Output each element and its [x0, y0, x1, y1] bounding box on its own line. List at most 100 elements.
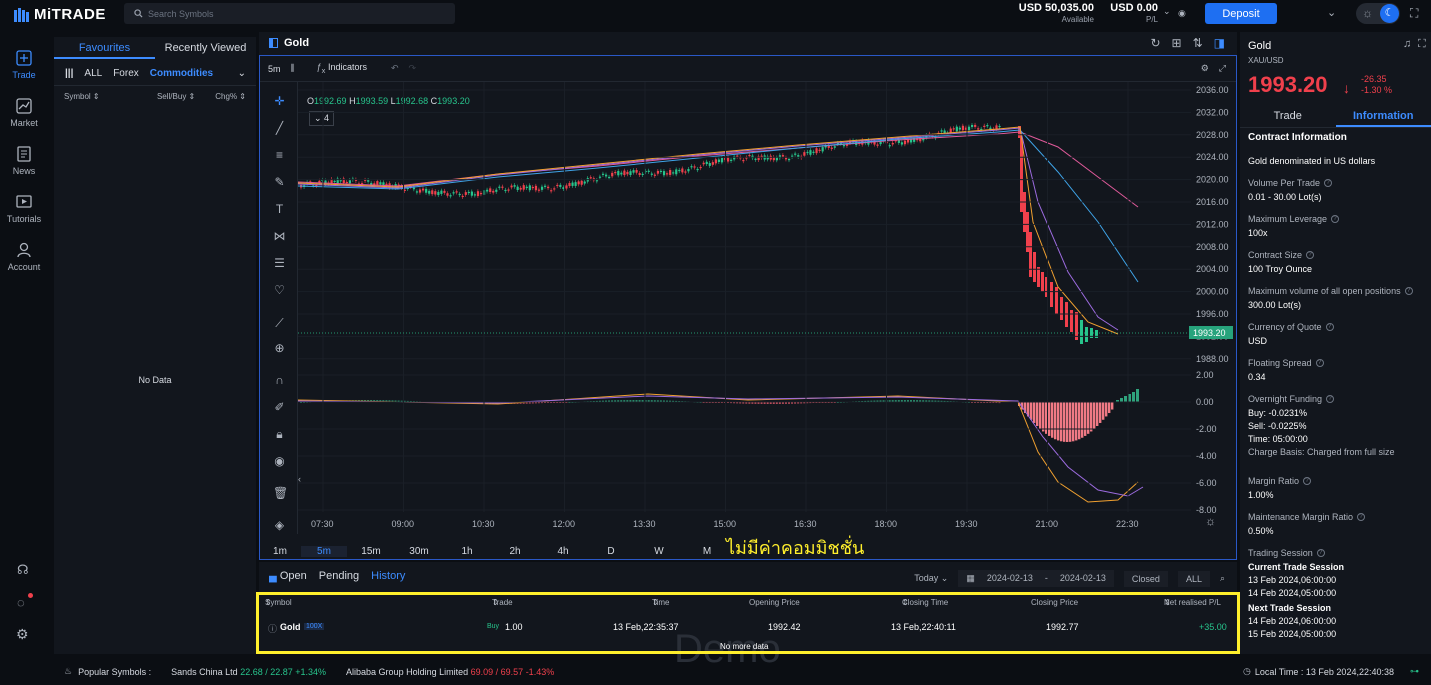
theme-toggle[interactable]: ☼ ☾ [1356, 3, 1400, 24]
tab-trade[interactable]: Trade [1273, 110, 1302, 122]
filter-commodities[interactable]: Commodities [149, 67, 214, 79]
tab-recently-viewed[interactable]: Recently Viewed [164, 42, 247, 54]
date-range-picker[interactable]: ▦ 2024-02-13 - 2024-02-13 [958, 570, 1114, 587]
fullscreen-icon[interactable]: ⛶ [1410, 6, 1419, 20]
chevron-down-icon[interactable]: ⌄ [237, 67, 246, 79]
chart-header: Gold [269, 37, 309, 49]
timeframe-1m[interactable]: 1m [273, 545, 287, 557]
ruler-icon[interactable]: ⟋ [275, 316, 284, 330]
chart-fullscreen-icon[interactable]: ⤢ [1218, 63, 1226, 73]
undo-icon[interactable]: ↶ [390, 63, 399, 73]
help-icon[interactable]: ? [1404, 287, 1413, 295]
order-search-icon[interactable]: ⌕ [1219, 573, 1225, 583]
search-input[interactable]: Search Symbols [124, 3, 455, 24]
tab-history[interactable]: History [371, 570, 406, 582]
timeframe-W[interactable]: W [654, 545, 664, 557]
help-icon[interactable]: ? [1324, 179, 1333, 187]
timeframe-M[interactable]: M [702, 545, 712, 557]
period-select[interactable]: Today ⌄ [914, 573, 949, 583]
macd-bar [1027, 402, 1030, 417]
magnet-icon[interactable]: ∩ [275, 373, 284, 387]
ticker-item[interactable]: Sands China Ltd 22.68 / 22.87 +1.34% [171, 667, 326, 677]
eye-icon[interactable]: ◉ [1178, 8, 1186, 18]
prediction-icon[interactable]: ☰ [274, 256, 285, 270]
chat-icon[interactable]: ◌ [17, 595, 25, 610]
tab-pending[interactable]: Pending [318, 570, 360, 582]
info-icon[interactable]: ⓘ [268, 624, 278, 634]
nav-account[interactable]: Account [0, 242, 48, 272]
tab-information[interactable]: Information [1335, 110, 1431, 127]
lock-drawing-icon[interactable]: ✐ [274, 400, 285, 414]
col-symbol[interactable]: Symbol ⇕ [265, 598, 292, 607]
chart-options-icon[interactable]: ☼ [1205, 514, 1216, 528]
crosshair-icon[interactable]: ✛ [274, 94, 285, 108]
eye-visibility-icon[interactable]: ◉ [274, 454, 285, 468]
help-icon[interactable]: ? [1331, 215, 1340, 223]
pattern-icon[interactable]: ⋈ [273, 229, 286, 243]
settings-gear-icon[interactable]: ⚙ [16, 626, 29, 642]
collapse-toolbar-icon[interactable]: ‹ [298, 474, 301, 484]
timeframe-4h[interactable]: 4h [557, 545, 569, 557]
interval-selector[interactable]: 5m [268, 63, 281, 74]
brush-icon[interactable]: ✎ [274, 175, 285, 189]
support-icon[interactable]: ☊ [17, 562, 29, 577]
indicator-legend-toggle[interactable]: ⌄ 4 [309, 111, 335, 126]
help-icon[interactable]: ? [1303, 477, 1312, 485]
panel-toggle-icon[interactable]: ◨ [1213, 36, 1225, 50]
scope-select[interactable]: ALL [1177, 570, 1210, 587]
expand-icon[interactable]: ⛶ [1418, 38, 1426, 50]
ticker-item[interactable]: Alibaba Group Holding Limited 69.09 / 69… [346, 667, 554, 677]
account-dropdown-icon[interactable]: ⌄ [1327, 7, 1337, 19]
table-row[interactable]: ⓘ Gold 100X Buy 1.00 13 Feb,22:35:37 199… [259, 622, 1237, 634]
price-tick: 2028.00 [1196, 130, 1229, 140]
favorite-tool-icon[interactable]: ♡ [274, 283, 285, 297]
help-icon[interactable]: ? [1315, 359, 1324, 367]
deposit-button[interactable]: Deposit [1205, 3, 1277, 24]
col-time[interactable]: Time ⇕ [652, 598, 670, 607]
trend-line-icon[interactable]: ╱ [275, 121, 284, 135]
tab-favourites[interactable]: Favourites [54, 37, 155, 59]
bell-icon[interactable]: ♫ [1403, 38, 1412, 50]
help-icon[interactable]: ? [1306, 251, 1315, 259]
list-view-icon[interactable]: ||| [65, 67, 74, 79]
layers-icon[interactable]: ◈ [274, 518, 285, 532]
help-icon[interactable]: ? [1357, 513, 1366, 521]
chart-settings-icon[interactable]: ⚙ [1200, 63, 1209, 73]
col-net-pl[interactable]: Net realised P/L ⇕ [1164, 598, 1221, 607]
tab-open[interactable]: ▄ Open [269, 570, 307, 582]
col-closing-time[interactable]: Closing Time ⇕ [902, 598, 949, 607]
text-icon[interactable]: T [275, 202, 284, 216]
help-icon[interactable]: ? [1325, 323, 1334, 331]
fib-icon[interactable]: ≡ [275, 148, 283, 162]
help-icon[interactable]: ? [1316, 549, 1325, 557]
timeframe-30m[interactable]: 30m [409, 545, 429, 557]
timeframe-D[interactable]: D [607, 545, 615, 557]
logo[interactable]: MiTRADE [14, 6, 106, 23]
timeframe-1h[interactable]: 1h [461, 545, 473, 557]
refresh-icon[interactable]: ↻ [1150, 36, 1161, 50]
col-symbol[interactable]: Symbol ⇕ [64, 92, 100, 101]
nav-trade[interactable]: Trade [0, 50, 48, 80]
zoom-icon[interactable]: ⊕ [274, 341, 285, 355]
filter-all[interactable]: ALL [84, 67, 103, 79]
nav-tutorials[interactable]: Tutorials [0, 194, 48, 224]
chevron-down-icon[interactable]: ⌄ [1163, 6, 1171, 16]
grid-layout-icon[interactable]: ⊞ [1171, 36, 1182, 50]
redo-icon[interactable]: ↷ [408, 63, 417, 73]
trash-icon[interactable]: 🗑︎ [273, 486, 289, 500]
candle-type-icon[interactable]: ⫼ [290, 63, 295, 73]
lock-icon[interactable]: 🔒︎ [276, 427, 283, 441]
col-sell-buy[interactable]: Sell/Buy ⇕ [156, 92, 196, 101]
timeframe-2h[interactable]: 2h [509, 545, 521, 557]
col-trade[interactable]: Trade ⇕ [492, 598, 513, 607]
filter-forex[interactable]: Forex [113, 67, 139, 79]
col-chg[interactable]: Chg% ⇕ [215, 92, 246, 101]
timeframe-15m[interactable]: 15m [361, 545, 381, 557]
nav-news[interactable]: News [0, 146, 48, 176]
sort-icon[interactable]: ⇅ [1192, 36, 1203, 50]
help-icon[interactable]: ? [1326, 395, 1335, 403]
indicators-button[interactable]: ƒx Indicators [316, 62, 367, 75]
status-select[interactable]: Closed [1123, 570, 1168, 587]
nav-market[interactable]: Market [0, 98, 48, 128]
timeframe-5m[interactable]: 5m [301, 545, 347, 557]
